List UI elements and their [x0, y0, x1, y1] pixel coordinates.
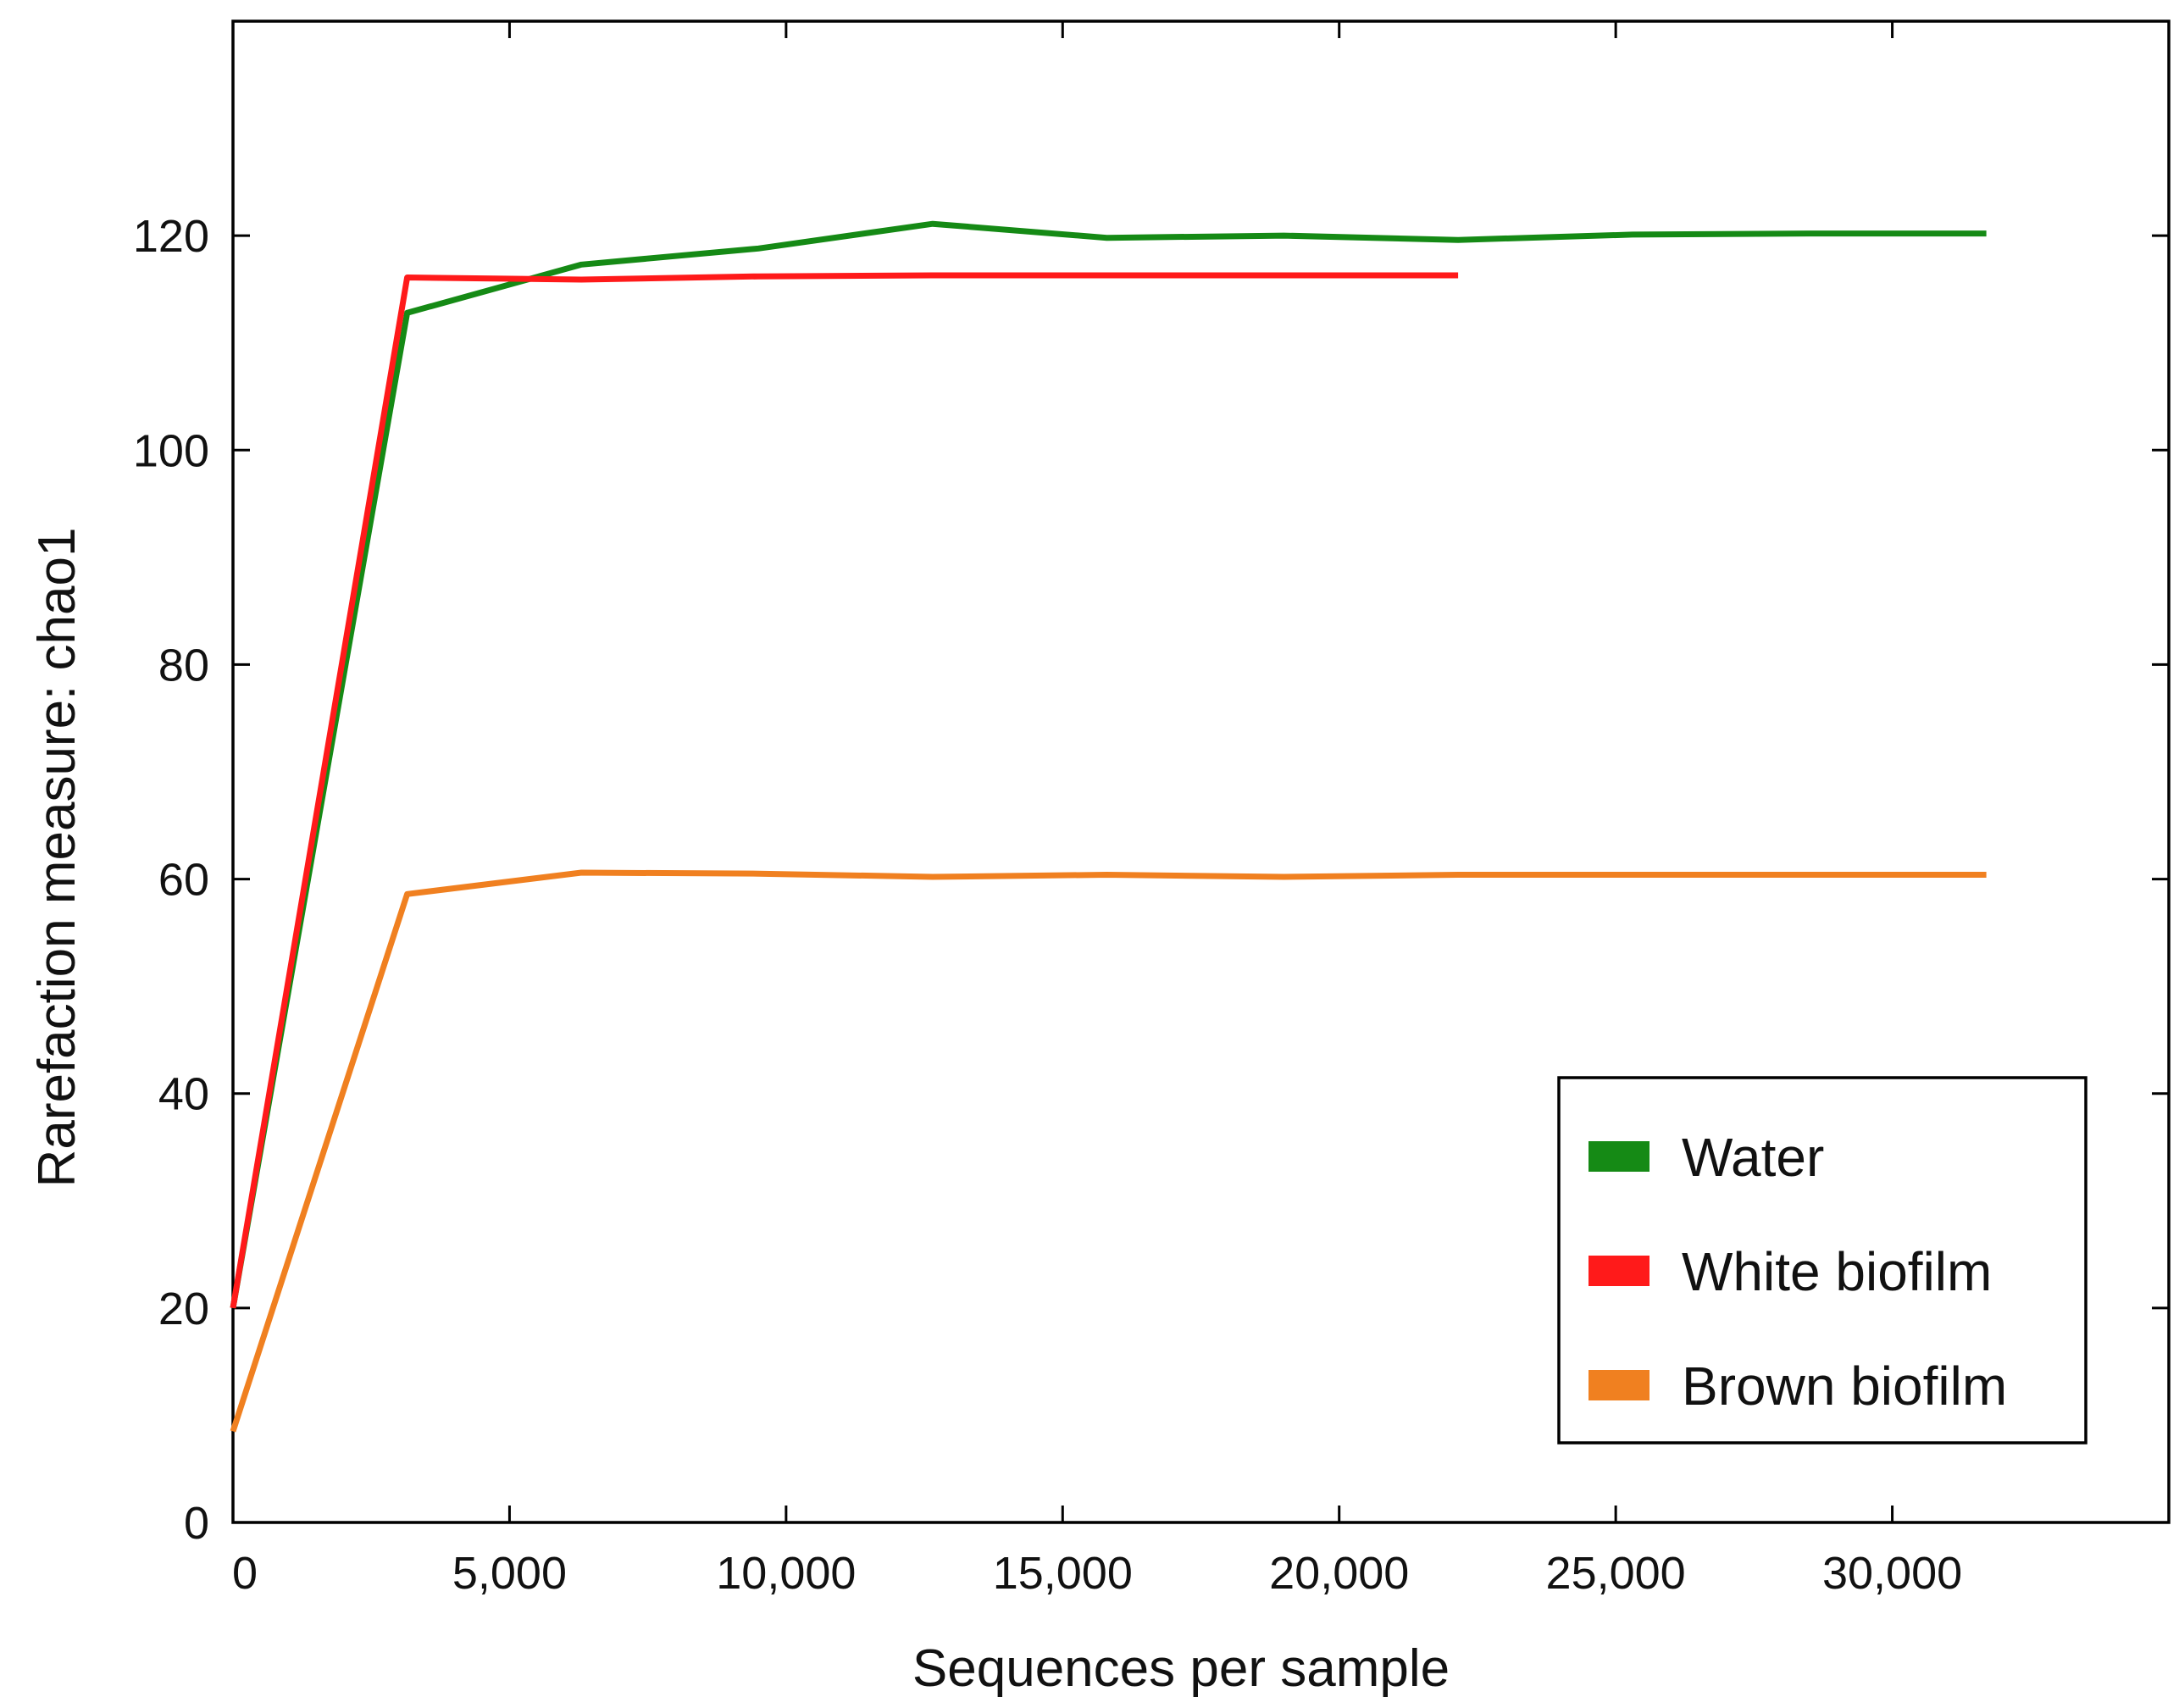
y-axis-title: Rarefaction measure: chao1	[28, 528, 86, 1188]
x-tick-label: 10,000	[716, 1548, 856, 1599]
y-tick-label: 60	[158, 855, 209, 906]
x-tick-label: 0	[232, 1548, 258, 1599]
legend-swatch-water	[1589, 1141, 1649, 1172]
series-layer	[230, 220, 1987, 1433]
legend-label-water: Water	[1682, 1127, 1824, 1188]
series-line-brown-biofilm	[230, 869, 1987, 1433]
x-tick-label: 15,000	[993, 1548, 1133, 1599]
y-tick-label: 0	[184, 1498, 209, 1549]
y-tick-label: 20	[158, 1284, 209, 1334]
y-tick-label: 100	[133, 425, 209, 476]
x-axis: 0 5,000 10,000 15,000 20,000 25,000 30,000	[231, 21, 1962, 1599]
legend-label-white-biofilm: White biofilm	[1682, 1241, 1992, 1302]
y-tick-label: 40	[158, 1069, 209, 1120]
y-tick-label: 80	[158, 640, 209, 690]
x-tick-label: 5,000	[452, 1548, 567, 1599]
series-line-white-biofilm	[230, 272, 1459, 1309]
x-axis-title: Sequences per sample	[912, 1639, 1450, 1698]
legend-swatch-white-biofilm	[1589, 1256, 1649, 1286]
legend: Water White biofilm Brown biofilm	[1557, 1076, 2088, 1445]
plot-frame	[231, 19, 2171, 1524]
legend-swatch-brown-biofilm	[1589, 1370, 1649, 1400]
x-tick-label: 30,000	[1822, 1548, 1962, 1599]
legend-label-brown-biofilm: Brown biofilm	[1682, 1356, 2007, 1417]
x-tick-label: 20,000	[1269, 1548, 1409, 1599]
plot-area-border	[231, 19, 2171, 1524]
y-axis: 0 20 40 60 80 100 120	[133, 211, 2169, 1549]
x-tick-label: 25,000	[1546, 1548, 1686, 1599]
y-tick-label: 120	[133, 211, 209, 262]
